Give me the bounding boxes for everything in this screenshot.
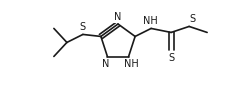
Text: N: N [114,12,122,22]
Text: NH: NH [143,16,158,26]
Text: S: S [80,22,86,32]
Text: S: S [189,14,195,24]
Text: N: N [102,59,109,69]
Text: NH: NH [124,59,139,69]
Text: S: S [168,53,174,63]
